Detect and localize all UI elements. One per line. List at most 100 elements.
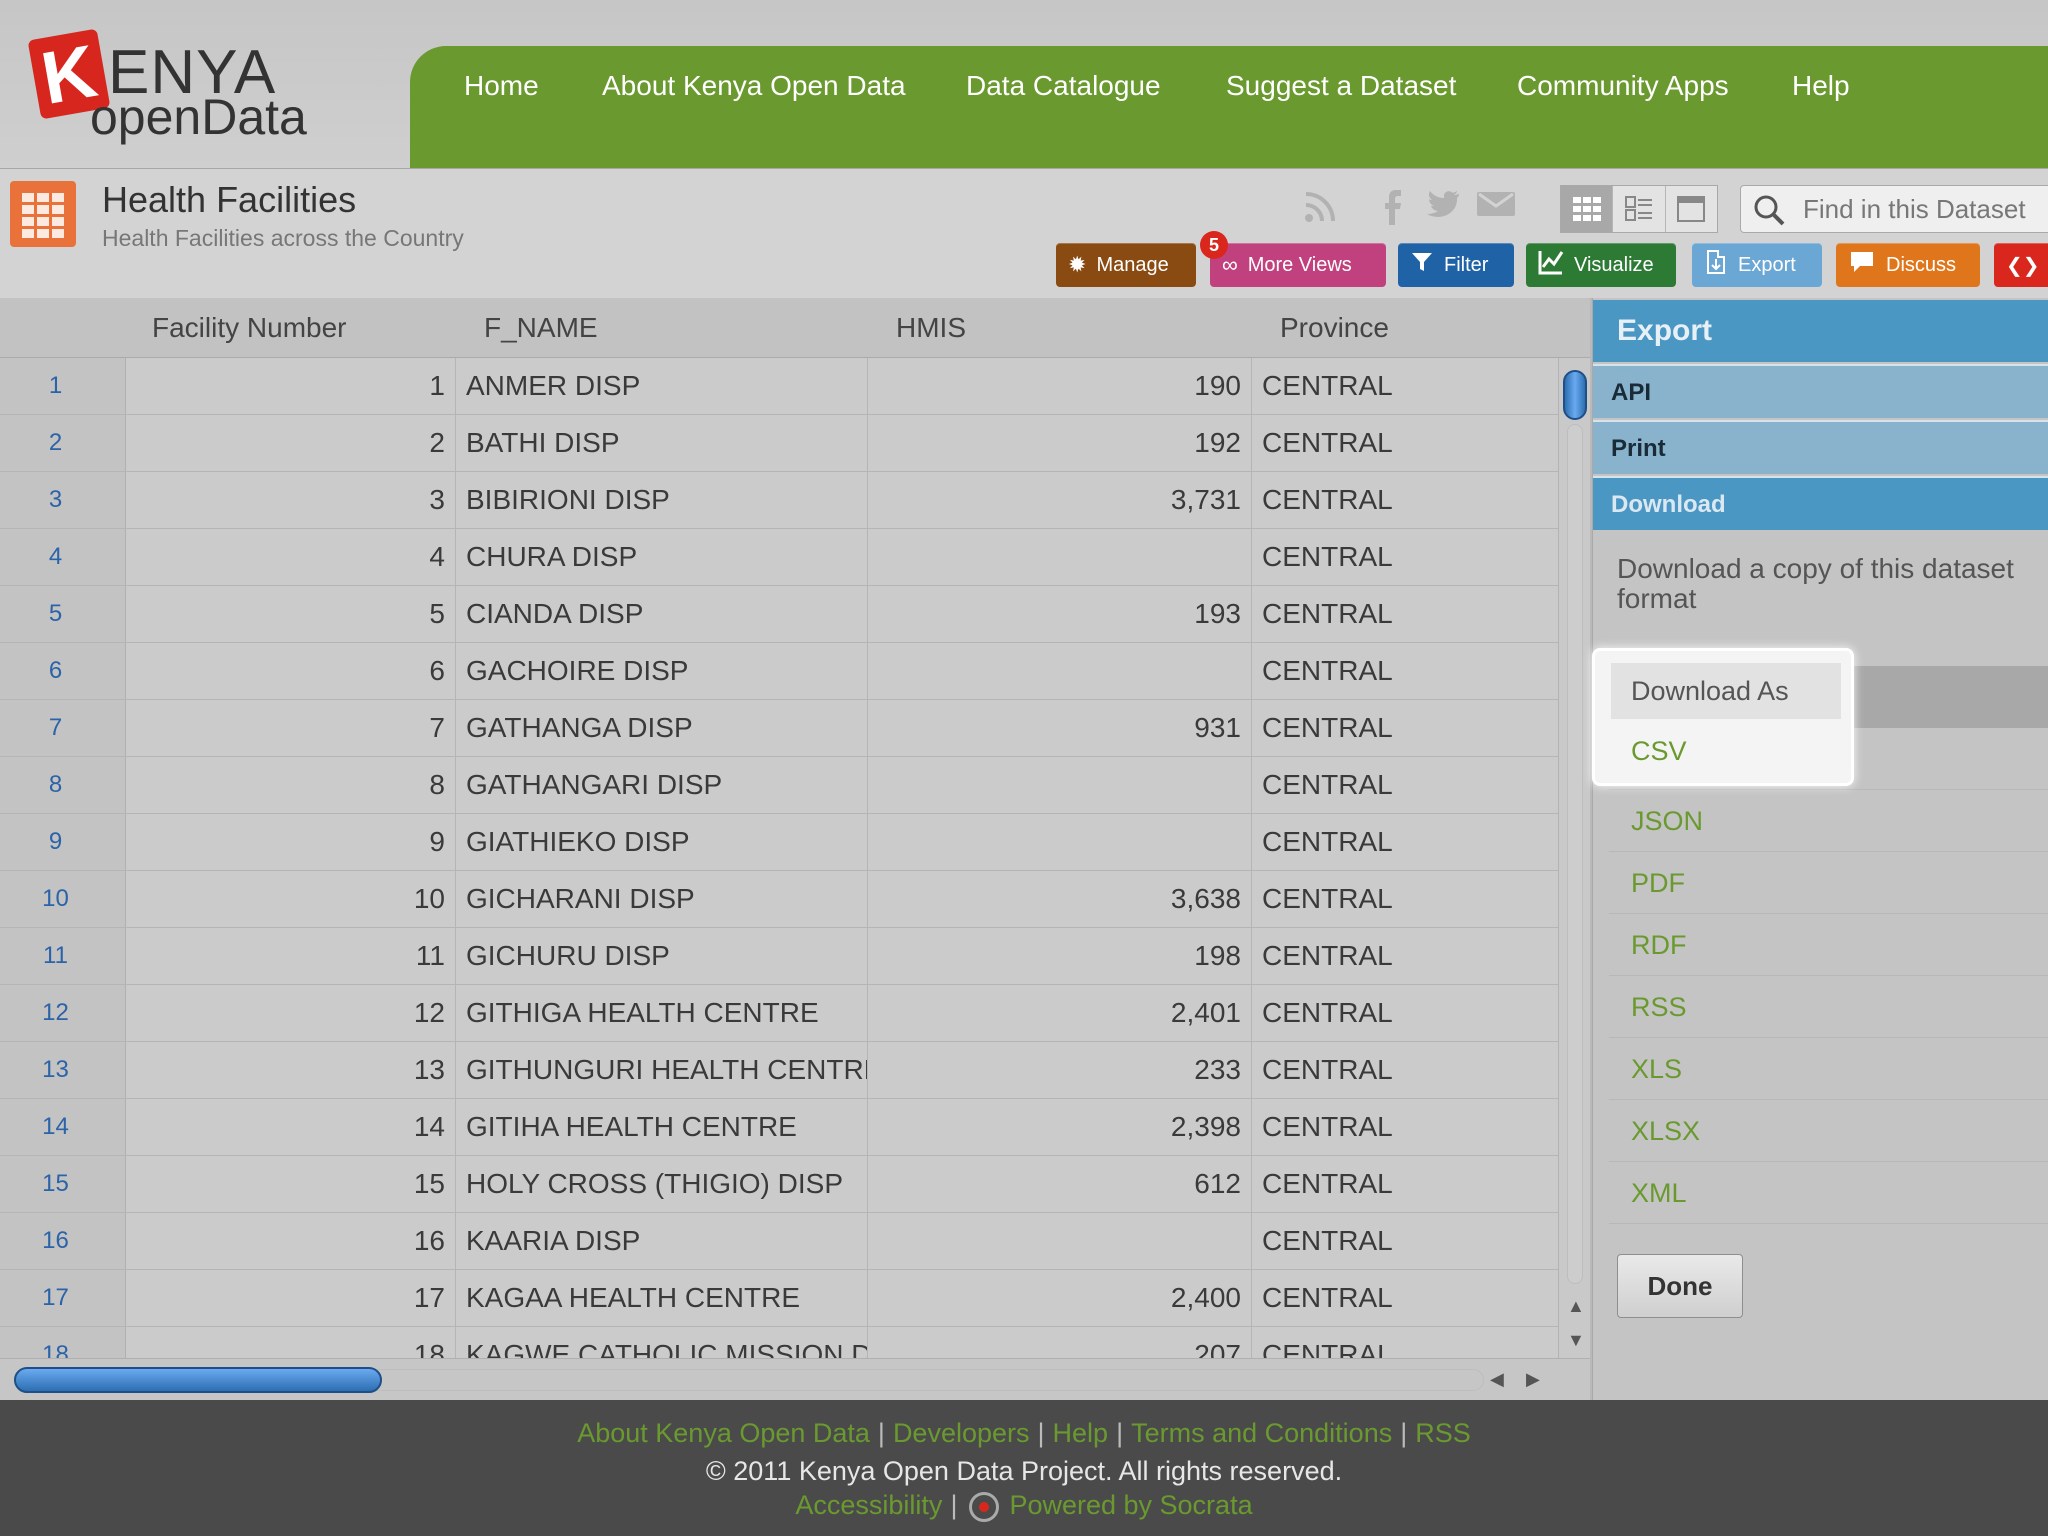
- cell-f-name: GITIHA HEALTH CENTRE: [456, 1099, 868, 1155]
- footer-link-terms[interactable]: Terms and Conditions: [1131, 1418, 1393, 1448]
- row-number[interactable]: 10: [0, 871, 126, 927]
- table-row[interactable]: 6 6 GACHOIRE DISP CENTRAL: [0, 643, 1558, 700]
- scroll-left-arrow-icon[interactable]: ◀: [1490, 1369, 1504, 1389]
- dropdown-header[interactable]: Download As: [1611, 663, 1841, 719]
- row-number[interactable]: 2: [0, 415, 126, 471]
- table-row[interactable]: 2 2 BATHI DISP 192 CENTRAL: [0, 415, 1558, 472]
- table-row[interactable]: 12 12 GITHIGA HEALTH CENTRE 2,401 CENTRAL: [0, 985, 1558, 1042]
- facebook-icon[interactable]: [1380, 189, 1404, 233]
- rss-icon[interactable]: [1302, 189, 1338, 233]
- table-row[interactable]: 9 9 GIATHIEKO DISP CENTRAL: [0, 814, 1558, 871]
- format-option-json[interactable]: JSON: [1609, 790, 2048, 852]
- row-number[interactable]: 1: [0, 358, 126, 414]
- table-row[interactable]: 15 15 HOLY CROSS (THIGIO) DISP 612 CENTRAL: [0, 1156, 1558, 1213]
- footer-link-help[interactable]: Help: [1052, 1418, 1109, 1448]
- speech-bubble-icon: [1848, 250, 1876, 280]
- row-number[interactable]: 16: [0, 1213, 126, 1269]
- cell-facility-number: 7: [126, 700, 456, 756]
- format-option-rss[interactable]: RSS: [1609, 976, 2048, 1038]
- nav-home[interactable]: Home: [464, 70, 539, 101]
- export-tab-print[interactable]: Print: [1593, 420, 2048, 474]
- row-number[interactable]: 13: [0, 1042, 126, 1098]
- dataset-title: Health Facilities: [102, 179, 357, 220]
- footer-link-rss[interactable]: RSS: [1415, 1418, 1471, 1448]
- table-row[interactable]: 4 4 CHURA DISP CENTRAL: [0, 529, 1558, 586]
- table-row[interactable]: 11 11 GICHURU DISP 198 CENTRAL: [0, 928, 1558, 985]
- row-number[interactable]: 3: [0, 472, 126, 528]
- dataset-table-icon: [10, 181, 76, 247]
- embed-button[interactable]: ❮❯: [1994, 243, 2048, 287]
- cell-province: CENTRAL: [1262, 1111, 1393, 1142]
- table-row[interactable]: 16 16 KAARIA DISP CENTRAL: [0, 1213, 1558, 1270]
- footer-separator: |: [1116, 1418, 1124, 1448]
- row-number[interactable]: 11: [0, 928, 126, 984]
- column-header-hmis[interactable]: HMIS: [896, 312, 966, 343]
- filter-button[interactable]: Filter: [1398, 243, 1514, 287]
- table-row[interactable]: 5 5 CIANDA DISP 193 CENTRAL: [0, 586, 1558, 643]
- scroll-up-arrow-icon[interactable]: ▲: [1567, 1296, 1585, 1316]
- nav-suggest-dataset[interactable]: Suggest a Dataset: [1226, 70, 1457, 101]
- table-row[interactable]: 3 3 BIBIRIONI DISP 3,731 CENTRAL: [0, 472, 1558, 529]
- row-number[interactable]: 17: [0, 1270, 126, 1326]
- nav-help[interactable]: Help: [1792, 70, 1850, 101]
- page-view-button[interactable]: [1666, 186, 1717, 232]
- more-views-button[interactable]: ∞ More Views: [1210, 243, 1386, 287]
- scroll-right-arrow-icon[interactable]: ▶: [1526, 1369, 1540, 1389]
- row-number[interactable]: 6: [0, 643, 126, 699]
- footer-link-powered-by-socrata[interactable]: Powered by Socrata: [1009, 1490, 1253, 1520]
- footer-link-accessibility[interactable]: Accessibility: [795, 1490, 943, 1520]
- cell-hmis: [868, 757, 1252, 813]
- row-number[interactable]: 4: [0, 529, 126, 585]
- column-header-province[interactable]: Province: [1280, 312, 1389, 343]
- cell-facility-number: 3: [126, 472, 456, 528]
- nav-about[interactable]: About Kenya Open Data: [602, 70, 906, 101]
- horizontal-scrollbar[interactable]: ◀ ▶: [0, 1358, 1590, 1400]
- row-number[interactable]: 15: [0, 1156, 126, 1212]
- format-option-xml[interactable]: XML: [1609, 1162, 2048, 1224]
- table-row[interactable]: 13 13 GITHUNGURI HEALTH CENTRE 233 CENTRAL: [0, 1042, 1558, 1099]
- row-number[interactable]: 12: [0, 985, 126, 1041]
- table-row[interactable]: 1 1 ANMER DISP 190 CENTRAL: [0, 358, 1558, 415]
- list-view-button[interactable]: [1613, 186, 1666, 232]
- table-row[interactable]: 8 8 GATHANGARI DISP CENTRAL: [0, 757, 1558, 814]
- search-input[interactable]: [1803, 192, 2048, 226]
- twitter-icon[interactable]: [1424, 189, 1460, 229]
- row-number[interactable]: 7: [0, 700, 126, 756]
- export-tab-api[interactable]: API: [1593, 364, 2048, 418]
- table-row[interactable]: 7 7 GATHANGA DISP 931 CENTRAL: [0, 700, 1558, 757]
- discuss-button[interactable]: Discuss: [1836, 243, 1980, 287]
- column-header-f-name[interactable]: F_NAME: [484, 312, 598, 343]
- nav-community-apps[interactable]: Community Apps: [1517, 70, 1729, 101]
- format-option-rdf[interactable]: RDF: [1609, 914, 2048, 976]
- visualize-button[interactable]: Visualize: [1526, 243, 1676, 287]
- export-button[interactable]: Export: [1692, 243, 1822, 287]
- format-option-pdf[interactable]: PDF: [1609, 852, 2048, 914]
- row-number[interactable]: 9: [0, 814, 126, 870]
- kenya-open-data-logo[interactable]: K ENYA openData: [27, 28, 314, 144]
- done-button[interactable]: Done: [1617, 1254, 1743, 1318]
- cell-facility-number: 6: [126, 643, 456, 699]
- vertical-scroll-track[interactable]: [1567, 424, 1583, 1284]
- dropdown-option-csv[interactable]: CSV: [1631, 736, 1687, 766]
- row-number[interactable]: 14: [0, 1099, 126, 1155]
- horizontal-scroll-thumb[interactable]: [14, 1367, 382, 1393]
- format-option-xlsx[interactable]: XLSX: [1609, 1100, 2048, 1162]
- table-row[interactable]: 14 14 GITIHA HEALTH CENTRE 2,398 CENTRAL: [0, 1099, 1558, 1156]
- cell-hmis: 2,400: [868, 1270, 1252, 1326]
- footer-link-about[interactable]: About Kenya Open Data: [577, 1418, 870, 1448]
- manage-button[interactable]: ✹ Manage: [1056, 243, 1196, 287]
- table-row[interactable]: 10 10 GICHARANI DISP 3,638 CENTRAL: [0, 871, 1558, 928]
- row-number[interactable]: 8: [0, 757, 126, 813]
- format-option-xls[interactable]: XLS: [1609, 1038, 2048, 1100]
- grid-view-button[interactable]: [1561, 186, 1614, 232]
- nav-data-catalogue[interactable]: Data Catalogue: [966, 70, 1161, 101]
- vertical-scroll-thumb[interactable]: [1563, 370, 1587, 420]
- vertical-scrollbar[interactable]: ▲ ▼: [1558, 358, 1590, 1358]
- export-tab-download[interactable]: Download: [1593, 476, 2048, 530]
- scroll-down-arrow-icon[interactable]: ▼: [1567, 1330, 1585, 1350]
- table-row[interactable]: 17 17 KAGAA HEALTH CENTRE 2,400 CENTRAL: [0, 1270, 1558, 1327]
- footer-link-developers[interactable]: Developers: [892, 1418, 1030, 1448]
- email-icon[interactable]: [1476, 189, 1516, 227]
- row-number[interactable]: 5: [0, 586, 126, 642]
- column-header-facility-number[interactable]: Facility Number: [152, 312, 347, 343]
